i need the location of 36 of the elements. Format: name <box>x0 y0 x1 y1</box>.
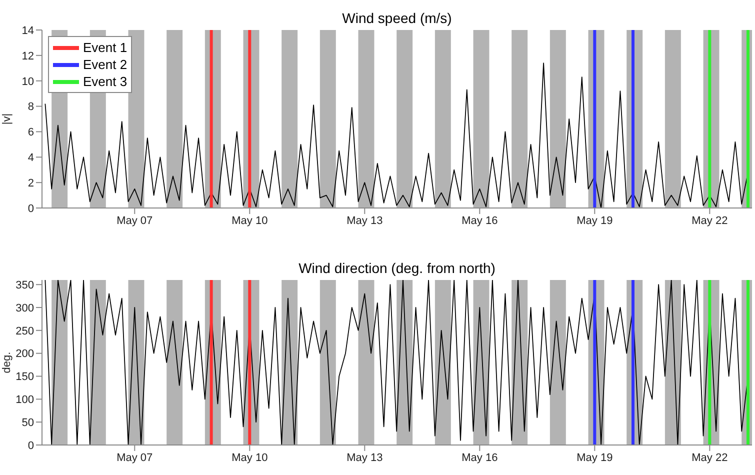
chart-title: Wind speed (m/s) <box>341 10 453 26</box>
y-tick-label: 350 <box>16 279 34 292</box>
x-tick-label: May 07 <box>116 214 153 227</box>
y-tick-label: 300 <box>16 302 34 314</box>
x-tick-label: May 22 <box>692 214 728 227</box>
y-axis-title: deg. <box>0 352 13 374</box>
y-tick-label: 4 <box>28 152 34 164</box>
x-tick-label: May 13 <box>346 452 383 464</box>
x-tick-label: May 13 <box>346 214 383 227</box>
x-tick-label: May 10 <box>232 214 268 227</box>
x-tick-label: May 22 <box>692 452 728 464</box>
y-tick-label: 150 <box>16 371 34 384</box>
y-tick-label: 2 <box>28 177 34 190</box>
y-tick-label: 14 <box>22 24 34 37</box>
x-tick-label: May 10 <box>232 452 268 464</box>
y-tick-label: 250 <box>16 325 34 338</box>
x-tick-label: May 16 <box>462 452 498 464</box>
y-axis-title: |v| <box>0 113 13 125</box>
y-tick-label: 100 <box>16 394 34 406</box>
legend-label: Event 3 <box>83 73 128 90</box>
y-tick-label: 10 <box>22 76 34 88</box>
y-tick-label: 50 <box>22 416 34 429</box>
y-tick-label: 6 <box>28 126 34 139</box>
legend-label: Event 2 <box>83 56 128 73</box>
x-tick-label: May 07 <box>116 452 153 464</box>
y-tick-label: 0 <box>28 202 34 215</box>
x-tick-label: May 19 <box>576 452 613 464</box>
line-series <box>44 280 748 445</box>
y-tick-label: 200 <box>16 348 34 360</box>
chart-title: Wind direction (deg. from north) <box>298 260 496 276</box>
y-tick-label: 12 <box>22 50 34 62</box>
y-tick-label: 8 <box>28 101 34 114</box>
y-tick-label: 0 <box>28 440 34 452</box>
x-tick-label: May 19 <box>576 214 613 227</box>
legend-label: Event 1 <box>83 39 128 56</box>
x-tick-label: May 16 <box>462 214 498 227</box>
